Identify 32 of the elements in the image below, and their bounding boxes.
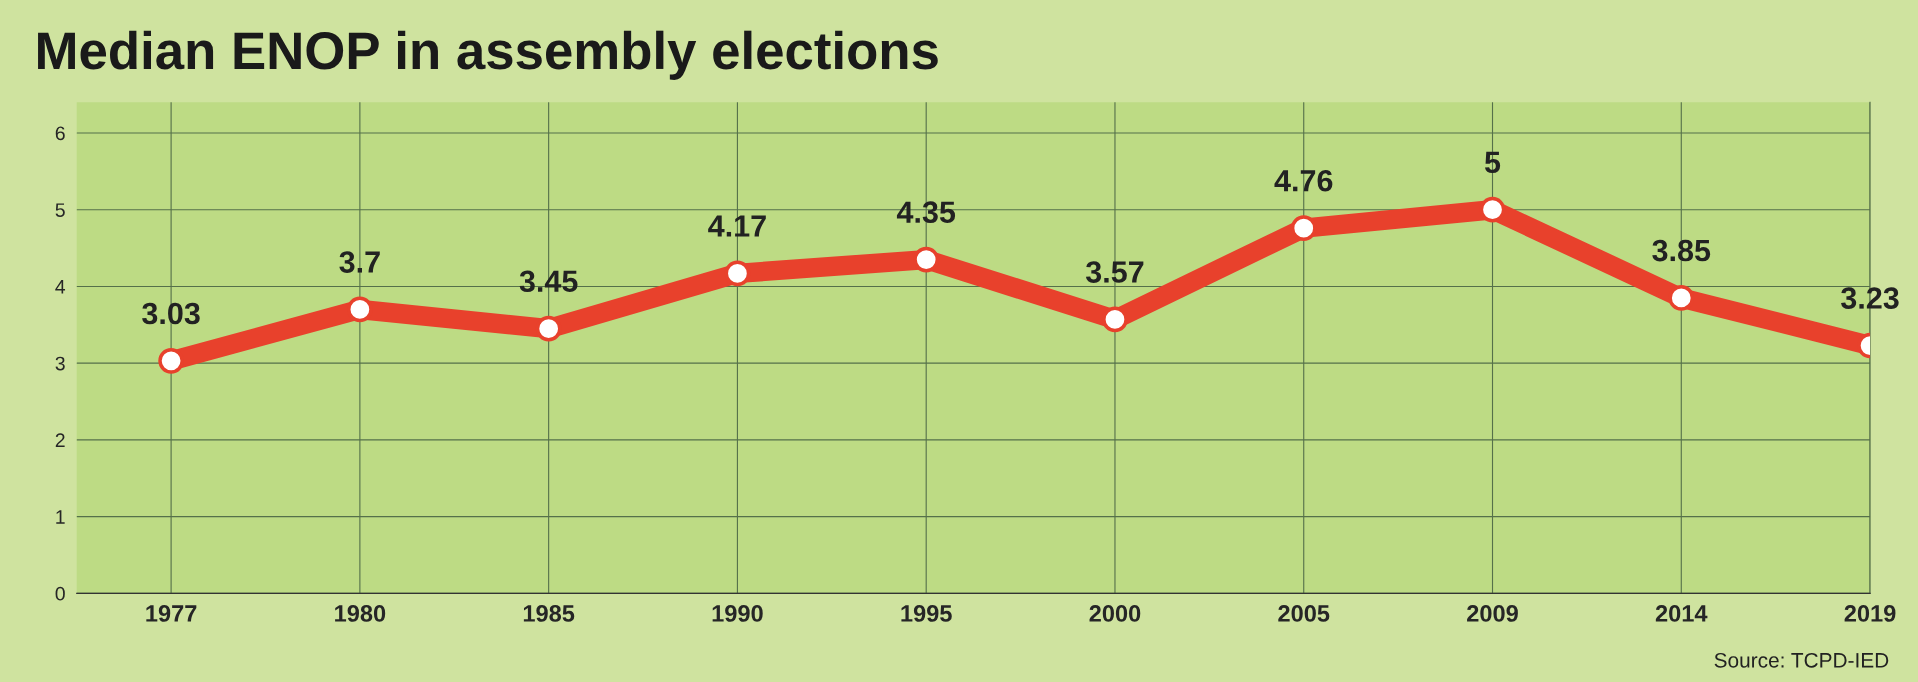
y-tick-label: 5 [55,203,65,217]
x-tick-label: 2000 [1089,605,1141,622]
data-label: 4.76 [1274,169,1333,192]
y-tick-label: 6 [55,126,65,141]
point [347,296,373,323]
data-label: 3.7 [339,251,380,273]
y-tick-label: 2 [55,433,65,447]
point [158,348,184,374]
source-note: Source: TCPD-IED [1714,652,1889,668]
x-tick-label: 2019 [1844,605,1896,622]
x-tick-label: 1985 [523,605,575,622]
x-tick-label: 2009 [1467,605,1518,622]
x-tick-label: 1980 [335,605,386,622]
y-tick-label: 0 [55,586,65,601]
chart-title: Median ENOP in assembly elections [38,30,938,80]
y-tick-label: 4 [55,280,66,294]
point [1668,285,1695,311]
data-label: 3.85 [1652,239,1711,262]
data-label: 3.23 [1841,287,1899,309]
y-tick-label: 3 [55,356,65,371]
point [913,246,940,273]
x-tick-label: 1977 [146,605,197,622]
data-label: 3.57 [1085,261,1144,283]
y-tick-label: 1 [56,510,65,524]
x-tick-label: 2005 [1278,605,1330,622]
data-label: 4.35 [896,201,956,224]
x-tick-label: 2014 [1655,605,1708,622]
point [1102,306,1128,333]
data-label: 3.03 [142,302,200,325]
point [1290,215,1317,241]
x-tick-label: 1995 [901,605,952,622]
x-tick-label: 1990 [712,605,763,622]
